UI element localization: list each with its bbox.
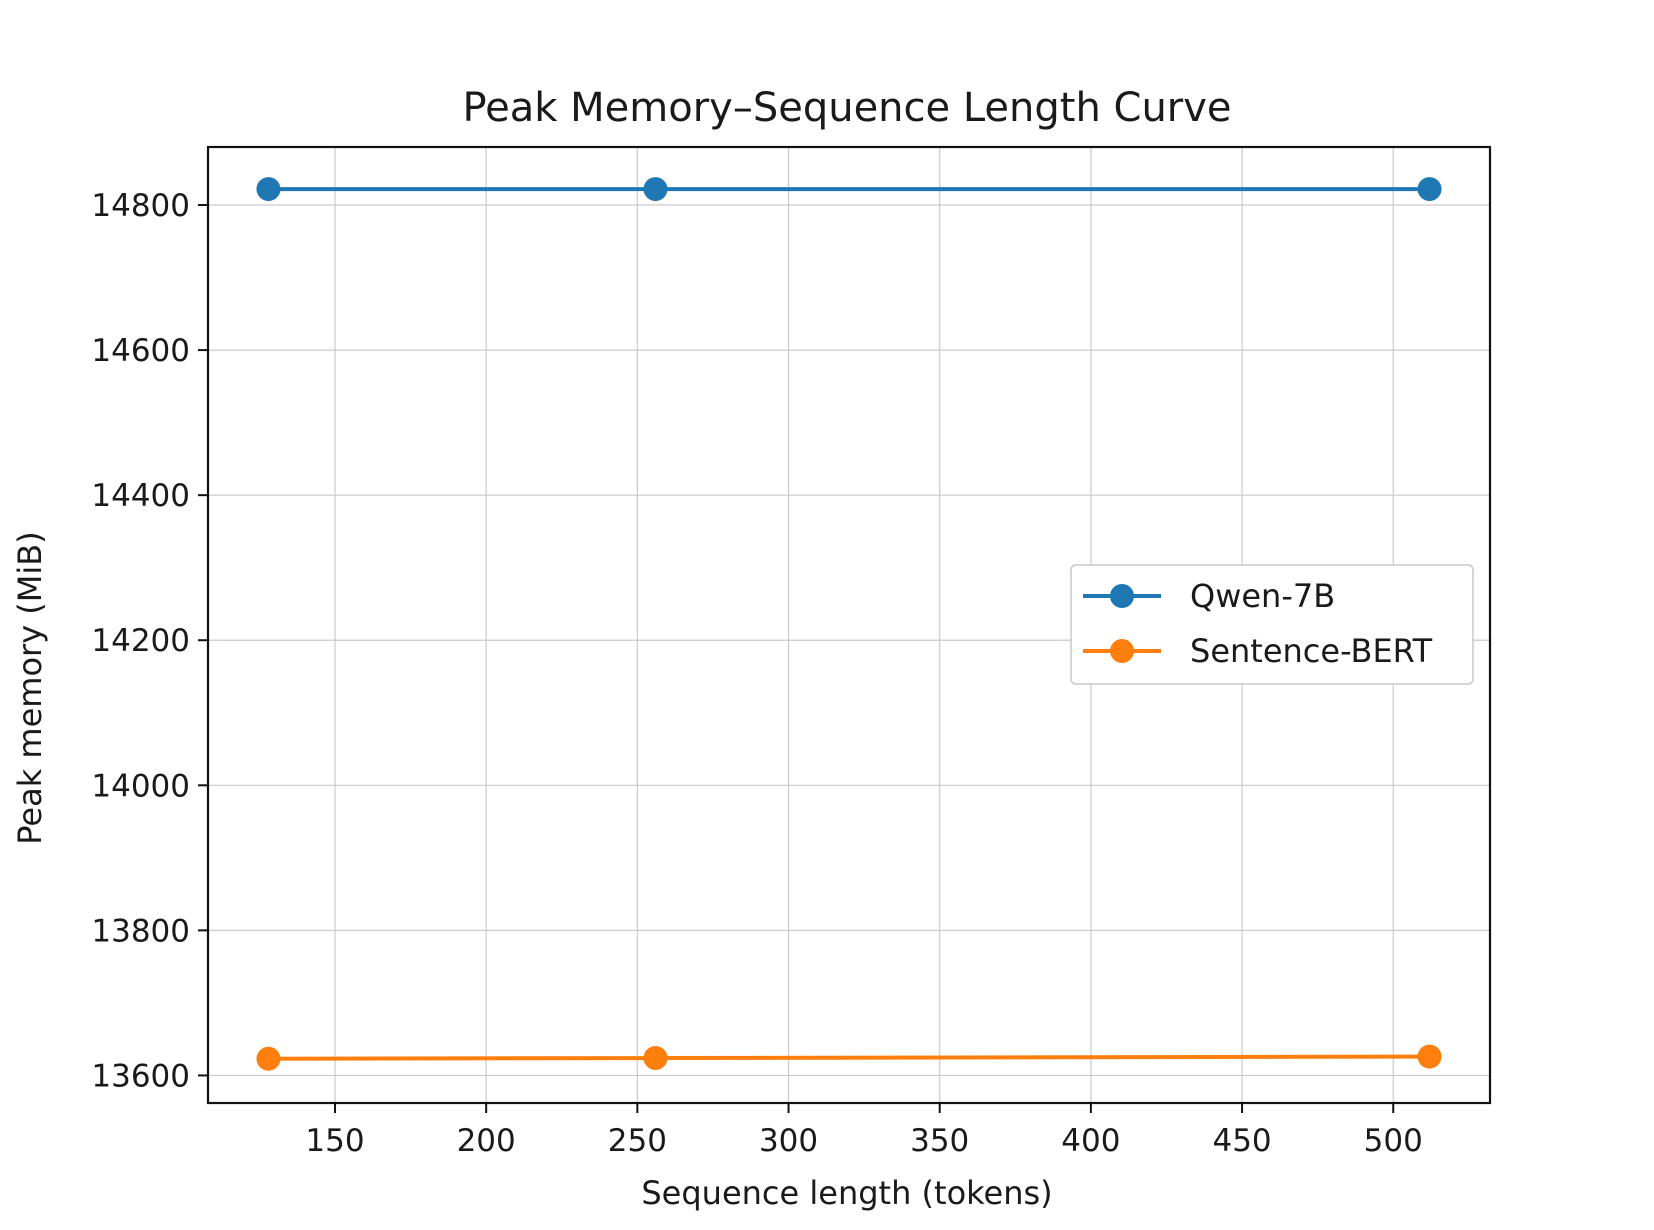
y-tick-label: 14600 bbox=[91, 333, 190, 369]
data-point bbox=[256, 177, 281, 202]
x-tick-label: 400 bbox=[1061, 1123, 1120, 1159]
x-tick-label: 300 bbox=[759, 1123, 818, 1159]
data-point bbox=[643, 1046, 668, 1071]
x-tick-label: 350 bbox=[910, 1123, 969, 1159]
data-point bbox=[1417, 177, 1442, 202]
x-tick-label: 250 bbox=[608, 1123, 667, 1159]
legend: Qwen-7B Sentence-BERT bbox=[1070, 564, 1474, 685]
legend-item: Qwen-7B bbox=[1083, 577, 1335, 615]
legend-box bbox=[1070, 564, 1474, 685]
data-point bbox=[256, 1046, 281, 1071]
y-tick-label: 14200 bbox=[91, 623, 190, 659]
legend-label: Qwen-7B bbox=[1190, 577, 1335, 615]
y-tick-label: 14800 bbox=[91, 188, 190, 224]
legend-marker bbox=[1110, 584, 1134, 608]
x-tick-label: 450 bbox=[1212, 1123, 1271, 1159]
series-line bbox=[268, 1054, 1430, 1061]
x-tick-label: 150 bbox=[305, 1123, 364, 1159]
y-tick-label: 13800 bbox=[91, 913, 190, 949]
legend-marker bbox=[1110, 639, 1134, 663]
series-layer bbox=[256, 177, 1442, 1071]
series-qwen-7b bbox=[256, 177, 1442, 202]
y-axis-label: Peak memory (MiB) bbox=[11, 531, 49, 844]
legend-item: Sentence-BERT bbox=[1083, 632, 1433, 670]
y-tick-label: 14000 bbox=[91, 768, 190, 804]
data-point bbox=[1417, 1044, 1442, 1069]
series-sentence-bert bbox=[256, 1044, 1442, 1071]
y-tick-label: 14400 bbox=[91, 478, 190, 514]
x-tick-label: 500 bbox=[1364, 1123, 1423, 1159]
data-point bbox=[643, 177, 668, 202]
chart-title: Peak Memory–Sequence Length Curve bbox=[462, 85, 1231, 131]
y-tick-label: 13600 bbox=[91, 1058, 190, 1094]
x-tick-label: 200 bbox=[457, 1123, 516, 1159]
plot-frame bbox=[206, 145, 1492, 1105]
legend-label: Sentence-BERT bbox=[1190, 632, 1433, 670]
x-axis-label: Sequence length (tokens) bbox=[641, 1174, 1052, 1212]
x-axis-ticks: 150 200 250 300 350 400 450 500 bbox=[305, 1103, 1423, 1159]
y-axis-ticks: 13600 13800 14000 14200 14400 14600 14800 bbox=[91, 188, 208, 1094]
